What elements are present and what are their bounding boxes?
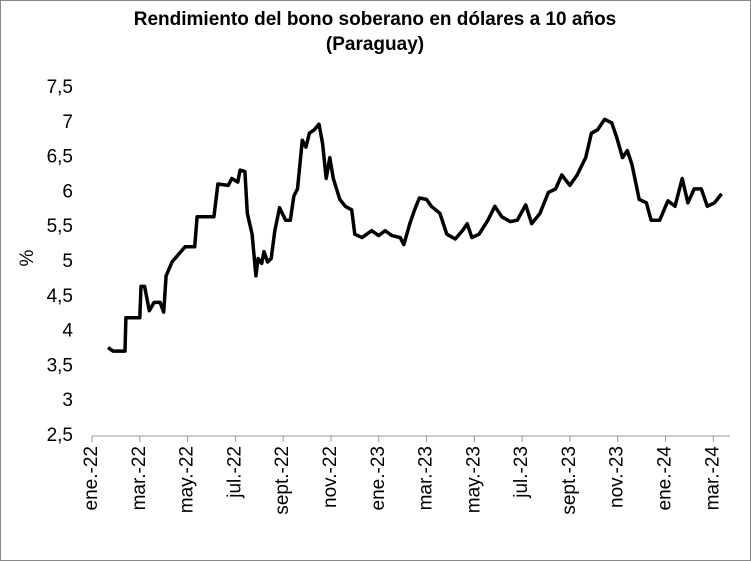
y-tick-label: 5 [62, 251, 73, 272]
y-tick-label: 4 [62, 321, 73, 342]
x-tick-label: ene.-23 [368, 446, 389, 510]
y-axis-label: % [17, 249, 38, 266]
x-tick-label: mar.-22 [129, 446, 150, 510]
x-tick-label: jul.-23 [511, 446, 532, 499]
x-tick-label: nov.-22 [320, 446, 341, 508]
y-tick-label: 5,5 [47, 216, 73, 237]
y-tick-label: 7 [62, 112, 73, 133]
x-tick-label: mar.-23 [416, 446, 437, 510]
y-tick-label: 6 [62, 181, 73, 202]
x-tick-label: may.-23 [463, 446, 484, 513]
line-series [106, 117, 723, 353]
x-tick-label: ene.-24 [654, 446, 675, 511]
x-tick-label: may.-22 [177, 446, 198, 513]
x-tick-label: sept.-22 [272, 446, 293, 515]
y-tick-label: 3 [62, 390, 73, 411]
y-tick-label: 4,5 [47, 286, 73, 307]
x-tick-label: jul.-22 [224, 446, 245, 499]
x-tick-label: sept.-23 [559, 446, 580, 515]
chart-subtitle: (Paraguay) [326, 34, 424, 55]
chart-title: Rendimiento del bono soberano en dólares… [134, 9, 617, 30]
y-tick-label: 2,5 [47, 425, 73, 446]
y-tick-label: 6,5 [47, 147, 73, 168]
y-tick-label: 7,5 [47, 77, 73, 98]
y-tick-label: 3,5 [47, 355, 73, 376]
x-tick-label: nov.-23 [607, 446, 628, 508]
x-tick-label: ene.-22 [81, 446, 102, 510]
x-tick-label: mar.-24 [702, 446, 723, 511]
